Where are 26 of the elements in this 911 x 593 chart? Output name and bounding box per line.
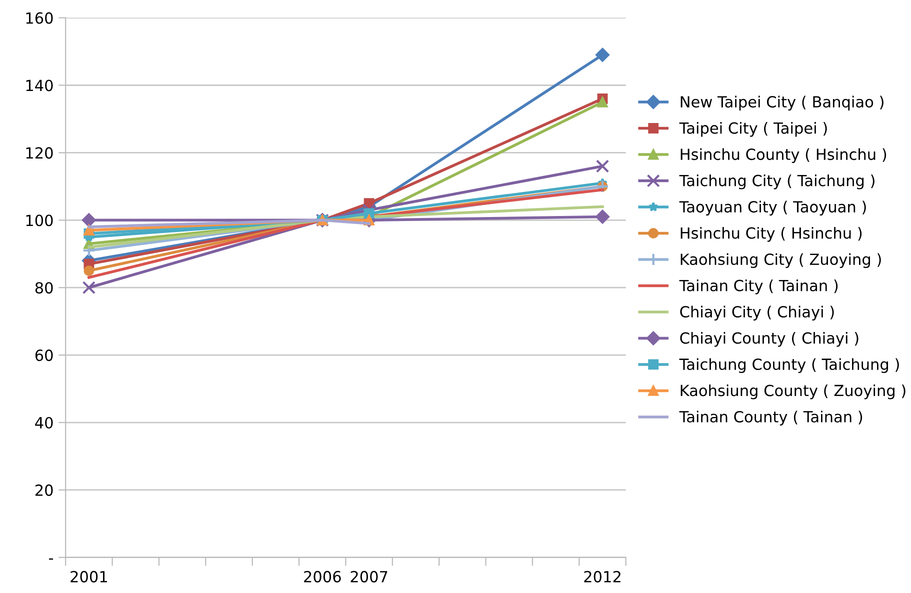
y-tick-label: 120: [26, 147, 53, 159]
legend-label: Taichung City ( Taichung ): [679, 174, 874, 190]
legend-label: Chiayi City ( Chiayi ): [680, 306, 834, 321]
x-tick-label: 2006: [304, 570, 341, 582]
x-tick-label: 2001: [70, 570, 107, 582]
y-tick-label: 20: [35, 484, 53, 496]
legend-label: Tainan County ( Tainan ): [679, 410, 862, 426]
y-tick-label: 100: [26, 214, 53, 226]
y-tick-label: 140: [26, 80, 53, 92]
legend-label: Kaohsiung City ( Zuoying ): [680, 253, 881, 268]
y-tick-label: 160: [26, 12, 53, 24]
y-tick-label: 80: [35, 282, 53, 294]
legend-label: Taipei City ( Taipei ): [679, 122, 827, 137]
legend-label: Chiayi County ( Chiayi ): [680, 332, 858, 347]
y-tick-label: -: [49, 558, 54, 560]
y-tick-label: 40: [35, 416, 53, 429]
legend-label: Taoyuan City ( Taoyuan ): [679, 200, 866, 216]
x-tick-label: 2012: [584, 570, 620, 582]
legend-label: New Taipei City ( Banqiao ): [680, 96, 884, 111]
y-tick-label: 60: [35, 350, 53, 362]
legend-label: Kaohsiung County ( Zuoying ): [680, 384, 906, 400]
legend-label: Taichung County ( Taichung ): [679, 358, 899, 373]
legend-label: Tainan City ( Tainan ): [679, 279, 838, 294]
legend-label: Hsinchu County ( Hsinchu ): [680, 148, 886, 164]
legend-label: Hsinchu City ( Hsinchu ): [680, 226, 862, 242]
x-tick-label: 2007: [350, 570, 388, 582]
